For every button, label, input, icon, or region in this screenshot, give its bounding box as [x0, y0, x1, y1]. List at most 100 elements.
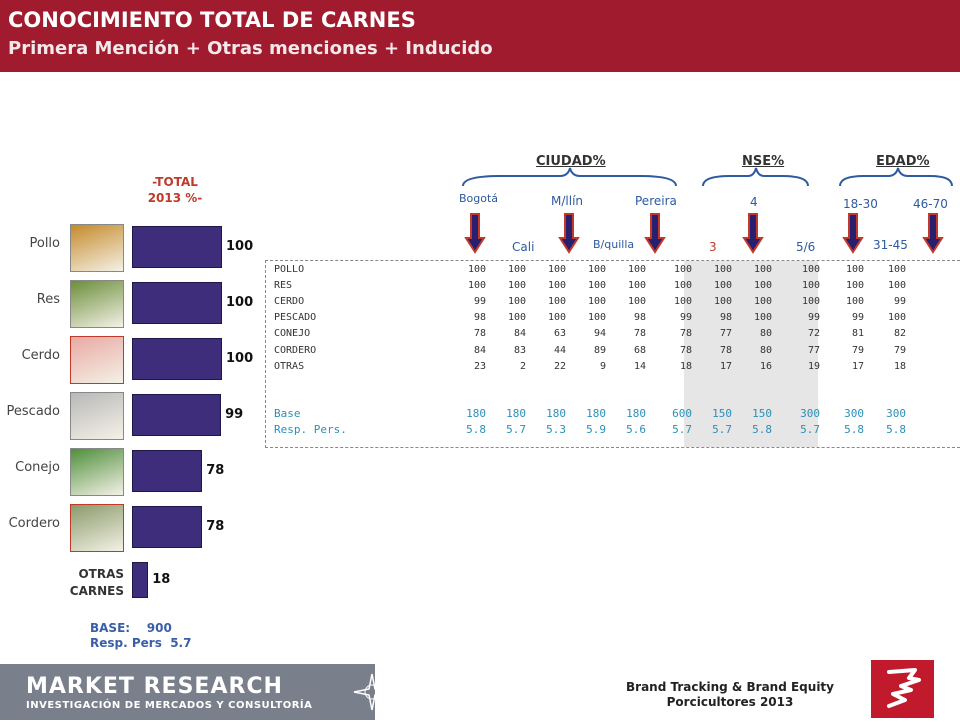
table-cell: 99 [893, 296, 906, 307]
logo-glyph-icon [887, 668, 921, 708]
down-arrow-icon [922, 213, 944, 254]
column-arrows [464, 213, 944, 254]
table-cell: 81 [851, 328, 864, 339]
bar-pescado [132, 394, 222, 436]
brand-name: MARKET RESEARCH [26, 674, 283, 699]
table-cell: 80 [759, 328, 772, 339]
table-base-cell: 5.7 [506, 423, 526, 436]
table-cell: 99 [473, 296, 486, 307]
table-cell: 99 [679, 312, 692, 323]
table-cell: 100 [507, 312, 526, 323]
study-info: Brand Tracking & Brand Equity Porciculto… [600, 680, 860, 710]
table-cell: 100 [673, 280, 692, 291]
table-row-label: CONEJO [274, 328, 311, 339]
table-cell: 94 [593, 328, 606, 339]
table-base-cell: 5.8 [752, 423, 772, 436]
page-subtitle: Primera Mención + Otras menciones + Indu… [8, 38, 493, 59]
bar-value-label: 99 [225, 407, 244, 422]
animal-label-cerdo: Cerdo [21, 348, 60, 363]
table-cell: 44 [553, 345, 566, 356]
brand-subtitle: INVESTIGACIÓN DE MERCADOS Y CONSULTORÍA [26, 700, 313, 711]
table-cell: 78 [679, 328, 692, 339]
table-cell: 19 [807, 361, 820, 372]
table-cell: 83 [513, 345, 526, 356]
table-cell: 89 [593, 345, 606, 356]
table-cell: 78 [633, 328, 646, 339]
table-base-cell: 5.8 [886, 423, 906, 436]
table-cell: 9 [599, 361, 606, 372]
group-braces [462, 167, 953, 187]
table-cell: 22 [553, 361, 566, 372]
down-arrow-icon [558, 213, 580, 254]
table-cell: 79 [893, 345, 906, 356]
table-cell: 100 [887, 312, 906, 323]
table-cell: 100 [801, 280, 820, 291]
bar-res [132, 282, 222, 324]
animal-label-conejo: Conejo [15, 460, 60, 475]
fish-icon [70, 392, 124, 440]
table-base-label: Base [274, 407, 301, 420]
study-line2: Porcicultores 2013 [666, 695, 794, 709]
animal-label-pollo: Pollo [29, 236, 60, 251]
table-cell: 100 [673, 264, 692, 275]
table-row-label: POLLO [274, 264, 305, 275]
table-base-cell: 180 [586, 407, 606, 420]
col-label-bogota: Bogotá [459, 192, 499, 205]
table-cell: 100 [547, 264, 566, 275]
table-cell: 98 [719, 312, 732, 323]
header-banner: CONOCIMIENTO TOTAL DE CARNES Primera Men… [0, 0, 960, 72]
base-note-line2: Resp. Pers 5.7 [90, 636, 192, 650]
col-label-age4670: 46-70 [913, 197, 948, 211]
down-arrow-icon [464, 213, 486, 254]
rabbit-icon [70, 448, 124, 496]
table-cell: 100 [753, 312, 772, 323]
chick-icon [70, 224, 124, 272]
table-base-cell: 5.7 [672, 423, 692, 436]
down-arrow-icon [742, 213, 764, 254]
bar-conejo [132, 450, 203, 492]
brace-nse [702, 167, 809, 187]
table-cell: 100 [801, 296, 820, 307]
table-cell: 68 [633, 345, 646, 356]
table-cell: 78 [719, 345, 732, 356]
col-label-pereira: Pereira [635, 194, 677, 208]
base-note: BASE: 900 Resp. Pers 5.7 [90, 621, 191, 651]
animal-label-cordero: Cordero [8, 516, 60, 531]
table-cell: 79 [851, 345, 864, 356]
table-cell: 100 [627, 264, 646, 275]
table-cell: 100 [713, 296, 732, 307]
table-cell: 100 [587, 296, 606, 307]
sheep-icon [70, 504, 124, 552]
brace-edad [839, 167, 953, 187]
table-base-cell: 5.3 [546, 423, 566, 436]
table-cell: 100 [673, 296, 692, 307]
table-base-cell: 180 [466, 407, 486, 420]
table-base-cell: 300 [800, 407, 820, 420]
table-cell: 80 [759, 345, 772, 356]
animal-label-res: Res [36, 292, 60, 307]
table-base-cell: 5.8 [844, 423, 864, 436]
bar-cerdo [132, 338, 222, 380]
table-cell: 100 [801, 264, 820, 275]
table-cell: 63 [553, 328, 566, 339]
table-cell: 100 [587, 280, 606, 291]
table-cell: 100 [713, 264, 732, 275]
down-arrow-icon [644, 213, 666, 254]
table-cell: 99 [807, 312, 820, 323]
down-arrow-icon [842, 213, 864, 254]
table-base-cell: 180 [506, 407, 526, 420]
table-cell: 100 [507, 264, 526, 275]
table-base-cell: 150 [712, 407, 732, 420]
bar-value-label: 78 [206, 519, 225, 534]
table-cell: 100 [845, 264, 864, 275]
table-base-cell: 300 [886, 407, 906, 420]
group-nse: NSE% [742, 154, 785, 169]
data-table-frame [265, 260, 960, 448]
table-base-cell: 5.6 [626, 423, 646, 436]
brace-ciudad [462, 167, 677, 187]
table-cell: 18 [893, 361, 906, 372]
col-label-nse4: 4 [750, 195, 758, 209]
col-label-barranquilla: B/quilla [593, 238, 635, 251]
col-label-medellin: M/llín [551, 194, 584, 208]
table-cell: 100 [627, 296, 646, 307]
